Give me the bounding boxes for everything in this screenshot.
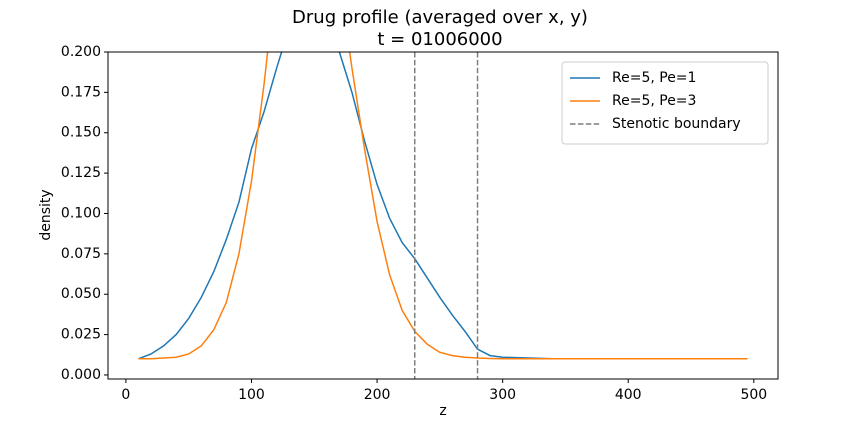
legend-label: Stenotic boundary: [612, 116, 741, 132]
y-tick-label: 0.025: [61, 327, 101, 343]
x-tick-label: 0: [121, 387, 130, 403]
chart-subtitle: t = 01006000: [377, 29, 502, 50]
x-tick-label: 400: [615, 387, 642, 403]
data-line: [138, 52, 748, 360]
y-tick-label: 0.050: [61, 286, 101, 302]
y-tick-label: 0.150: [61, 125, 101, 141]
y-tick-label: 0.125: [61, 165, 101, 181]
plot-area: [138, 52, 748, 379]
y-tick-label: 0.000: [61, 367, 101, 383]
legend-box: [561, 61, 769, 145]
axes-frame: [107, 51, 779, 380]
y-tick-label: 0.175: [61, 84, 101, 100]
data-line: [138, 52, 748, 360]
legend-label: Re=5, Pe=1: [612, 70, 696, 86]
y-axis-label: density: [38, 189, 54, 240]
legend-label: Re=5, Pe=3: [612, 93, 696, 109]
x-tick-label: 500: [740, 387, 767, 403]
y-tick-label: 0.100: [61, 205, 101, 221]
x-axis-label: z: [439, 403, 446, 419]
x-tick-label: 200: [364, 387, 391, 403]
y-tick-label: 0.075: [61, 246, 101, 262]
y-tick-label: 0.200: [61, 44, 101, 60]
chart-title: Drug profile (averaged over x, y): [292, 7, 588, 28]
x-tick-label: 100: [238, 387, 265, 403]
x-tick-label: 300: [489, 387, 516, 403]
